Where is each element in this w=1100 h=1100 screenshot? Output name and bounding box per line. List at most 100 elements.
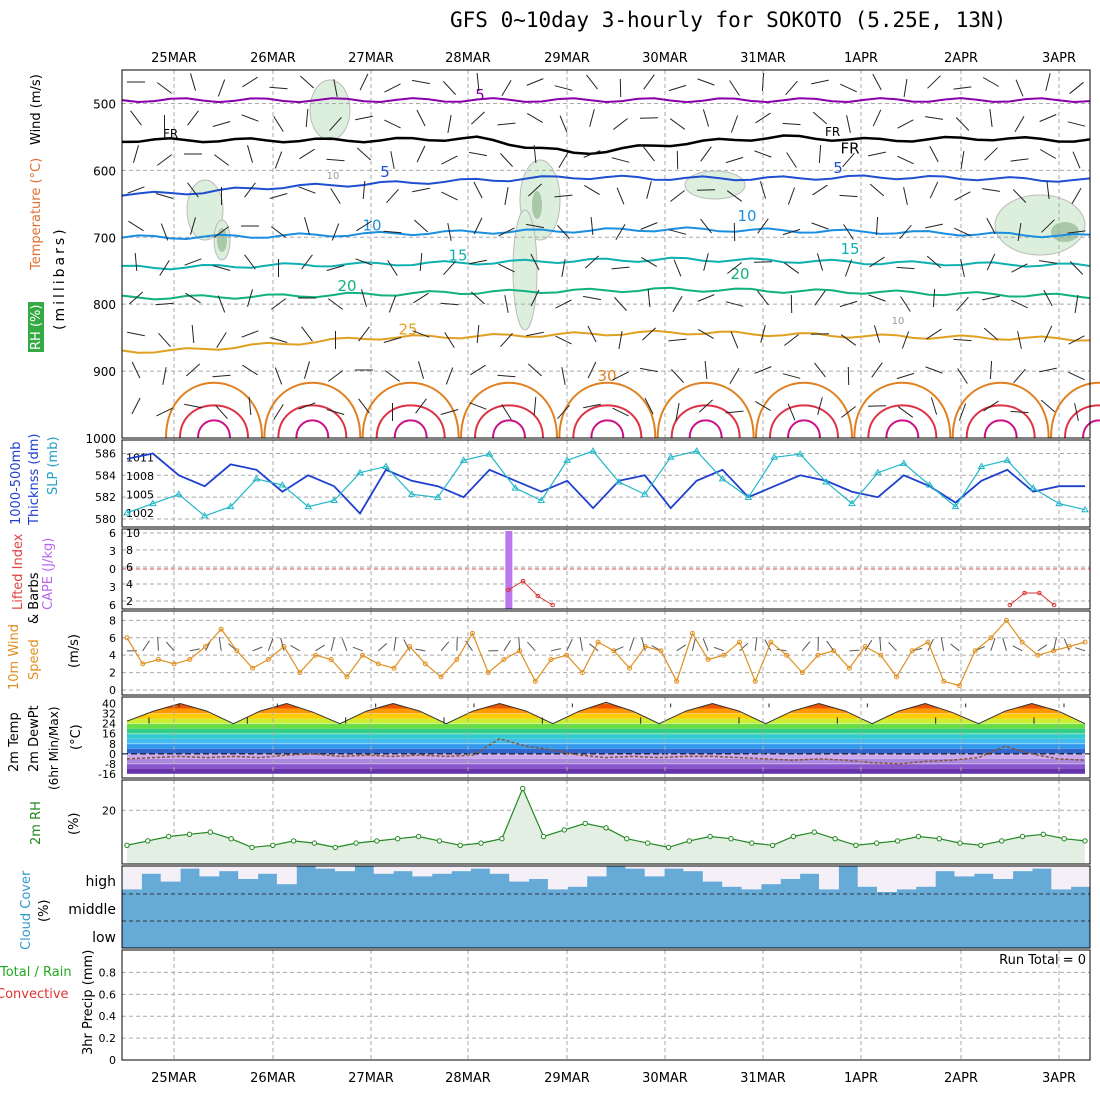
temperature-contour — [1064, 404, 1100, 439]
li-ylabel: Lifted Index — [11, 533, 26, 610]
temperature-contour — [885, 419, 920, 439]
wind-barb — [187, 110, 199, 126]
wind-barb — [713, 646, 724, 652]
wind-barb — [273, 404, 284, 420]
wind-barb — [156, 407, 173, 417]
wind-speed-marker — [988, 635, 994, 641]
cloud-level-label: high — [85, 874, 116, 890]
wind-speed-marker — [501, 657, 507, 662]
upper-air-ylabel: RH (%)RH (%)Temperature (°C)Wind (m/s) — [28, 74, 44, 352]
wind-barb — [903, 79, 908, 97]
rh-marker — [915, 833, 922, 840]
wind-barb — [359, 73, 369, 91]
wind-barb — [269, 337, 288, 343]
li-marker — [1007, 602, 1013, 608]
pressure-ylabel: (millibars) — [52, 226, 68, 330]
wind-barb — [872, 73, 882, 91]
wind-barb — [960, 259, 965, 277]
wind-barb — [377, 643, 388, 652]
slp-marker — [1003, 456, 1012, 463]
wind-barb — [413, 219, 429, 233]
rh-marker — [124, 842, 130, 848]
wind-barb — [640, 367, 658, 373]
wind-barb — [983, 400, 999, 412]
wind-barb — [612, 371, 629, 381]
temperature-contour — [572, 404, 643, 439]
wind-barb — [697, 294, 715, 302]
wind-barb — [814, 290, 826, 306]
wind-barb — [957, 368, 968, 384]
slp-marker — [615, 477, 623, 485]
rh-marker — [894, 838, 901, 844]
wind-barb — [668, 338, 687, 342]
wind10m-panel — [121, 610, 1091, 696]
temperature-contour — [867, 404, 938, 439]
wind-barb — [384, 119, 401, 129]
wind-barb — [643, 146, 655, 162]
wind-barb — [160, 223, 169, 241]
high-cloud-gap — [470, 866, 491, 869]
bottom-date-label: 28MAR — [445, 1071, 491, 1086]
wind-barb — [583, 403, 601, 409]
wind-barb — [989, 360, 993, 380]
temp-band — [127, 763, 1085, 769]
wind-barb — [212, 265, 231, 271]
wind-barb — [984, 147, 998, 161]
wind-barb — [618, 331, 623, 349]
temperature-contour — [965, 404, 1036, 439]
li-tick-label: 3 — [109, 581, 116, 594]
wind-barb — [1074, 295, 1079, 313]
li-tick-label: 6 — [109, 599, 116, 612]
precip-tick-label: 0 — [109, 1054, 116, 1067]
wind-barb — [587, 361, 597, 379]
wind-barb — [1071, 187, 1082, 205]
wind-barb — [247, 145, 253, 163]
wind-barb — [930, 397, 938, 415]
rh-marker — [186, 831, 193, 837]
wind-barb — [327, 370, 344, 382]
wind-barb — [471, 111, 485, 125]
wind-barb — [270, 226, 287, 238]
rh-marker — [603, 825, 609, 831]
wind-barb — [986, 253, 996, 271]
temp-band — [127, 738, 1085, 744]
wind-barb — [643, 74, 655, 90]
wind-barb — [990, 637, 996, 651]
temp-band — [127, 753, 1085, 759]
temperature-contour — [121, 329, 1091, 354]
wind-barb — [869, 256, 885, 268]
wind-tick-label: 0 — [109, 684, 116, 697]
temperature-contour — [769, 404, 839, 439]
thickness-slp-panel — [121, 439, 1091, 528]
wind-barb — [530, 253, 540, 271]
wind-barb — [412, 79, 430, 85]
wind-barb — [960, 151, 965, 169]
rh-marker — [270, 842, 276, 848]
wind-speed-marker — [689, 630, 695, 636]
wind-barb — [697, 78, 715, 86]
wind-barb — [416, 109, 426, 127]
wind-barb — [501, 80, 512, 96]
top-date-label: 25MAR — [151, 51, 197, 66]
bottom-date-label: 26MAR — [250, 1071, 296, 1086]
high-cloud-gap — [683, 866, 704, 872]
temperature-contour — [670, 404, 741, 439]
wind-barb — [899, 224, 912, 240]
top-date-label: 1APR — [844, 51, 878, 66]
li-marker — [520, 578, 526, 584]
wind-barb — [704, 360, 708, 380]
wind-barb — [1067, 230, 1086, 234]
rh-marker — [811, 829, 817, 835]
cape-axis-label: CAPE (J/kg) — [41, 538, 56, 610]
wind-barb — [691, 637, 696, 651]
wind-barb — [846, 115, 851, 133]
temperature-contour — [492, 419, 526, 439]
wind-barb — [986, 217, 996, 235]
temperature-contour — [755, 381, 853, 439]
slp-axis-label: SLP (mb) — [46, 436, 61, 495]
wind-barb — [189, 648, 200, 652]
rh2m-ylabel: 2m RH — [29, 801, 44, 845]
wind-barb — [361, 289, 367, 307]
wind-barb — [415, 648, 426, 652]
wind-barb — [702, 109, 710, 127]
